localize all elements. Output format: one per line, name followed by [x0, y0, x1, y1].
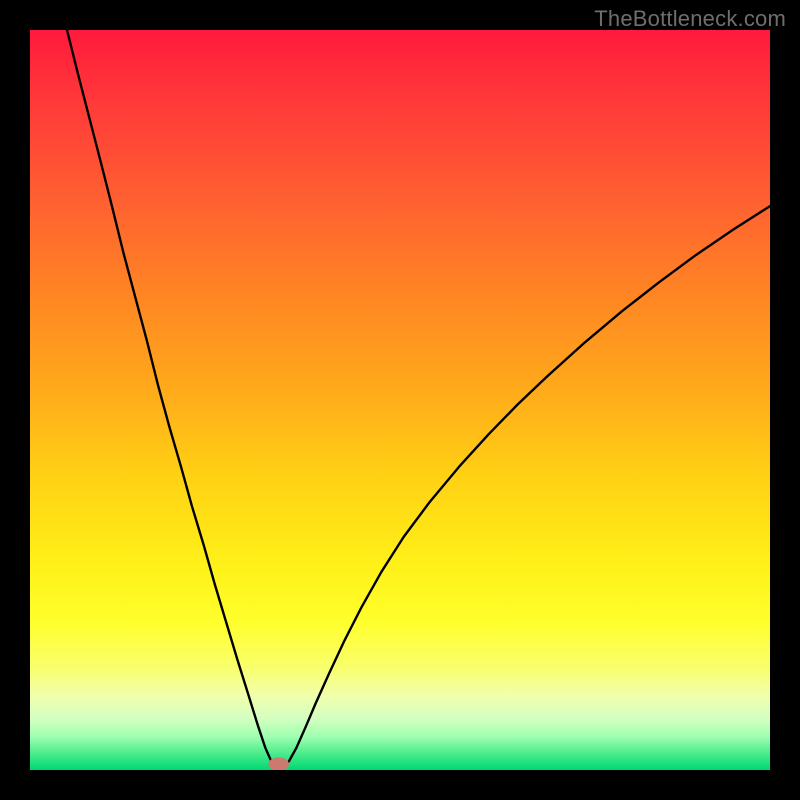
- bottleneck-chart: [30, 30, 770, 770]
- chart-frame: TheBottleneck.com: [0, 0, 800, 800]
- chart-background: [30, 30, 770, 770]
- watermark-text: TheBottleneck.com: [594, 6, 786, 32]
